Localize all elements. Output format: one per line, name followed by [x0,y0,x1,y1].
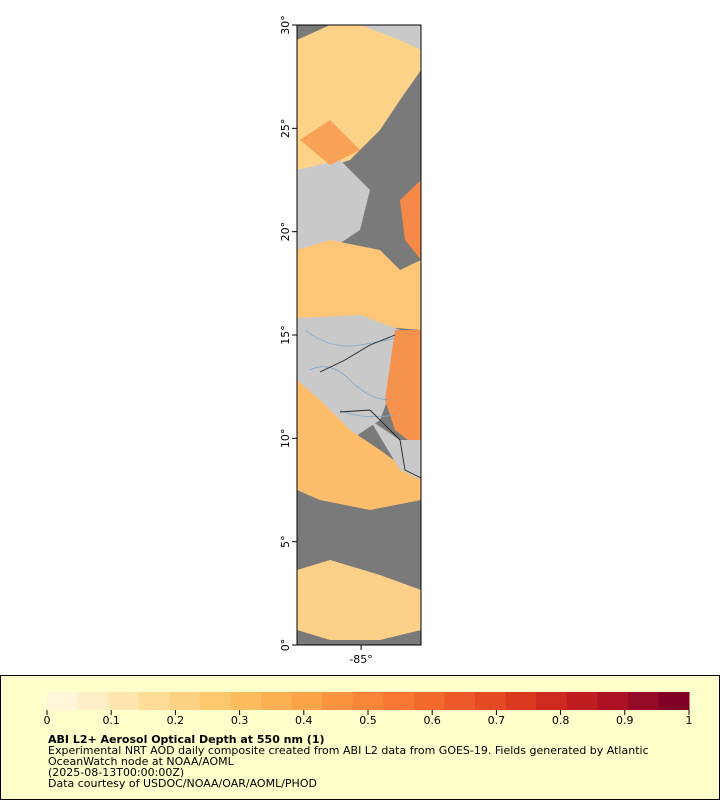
colorbar: 0 0.1 0.2 0.3 0.4 0.5 0.6 0.7 0.8 0.9 1 [44,692,693,727]
colorbar-tick-label: 0.6 [423,714,441,727]
legend-line: OceanWatch node at NOAA/AOML [48,755,235,768]
aerosol-area [385,330,421,450]
colorbar-tick-label: 0.1 [102,714,120,727]
colorbar-step [352,692,384,710]
lat-tick-label: 15° [279,325,292,345]
colorbar-step [199,692,231,710]
colorbar-step [627,692,659,710]
colorbar-step [566,692,598,710]
colorbar-tick-label: 0.5 [359,714,377,727]
colorbar-step [475,692,507,710]
lat-tick-label: 5° [279,535,292,548]
legend-line: Data courtesy of USDOC/NOAA/OAR/AOML/PHO… [48,777,317,790]
colorbar-step [261,692,293,710]
aerosol-area [297,240,421,330]
colorbar-step [169,692,201,710]
aerosol-area [400,180,421,260]
colorbar-tick-label: 0 [44,714,51,727]
colorbar-tick-label: 0.3 [231,714,249,727]
colorbar-step [444,692,476,710]
colorbar-tick-label: 0.9 [616,714,634,727]
map-axes: 0° 5° 10° 15° 20° 25° 30° -85° [279,15,373,666]
legend-line: Experimental NRT AOD daily composite cre… [48,744,649,757]
lat-tick-label: 30° [279,15,292,35]
colorbar-step [108,692,140,710]
colorbar-step [383,692,415,710]
colorbar-step [505,692,537,710]
colorbar-step [322,692,354,710]
colorbar-tick-label: 1 [686,714,693,727]
lat-tick-label: 0° [279,639,292,652]
land-area [297,160,370,250]
colorbar-step [413,692,445,710]
aerosol-area [300,120,360,165]
colorbar-tick-label: 0.8 [552,714,570,727]
aerosol-area [297,560,421,640]
colorbar-step [47,692,79,710]
map-panel [296,24,422,646]
legend-title: ABI L2+ Aerosol Optical Depth at 550 nm … [48,733,325,746]
lat-tick-label: 20° [279,222,292,242]
aerosol-area [297,380,421,510]
colorbar-tick-label: 0.2 [167,714,185,727]
colorbar-step [536,692,568,710]
lon-tick-label: -85° [349,653,372,666]
colorbar-step [138,692,170,710]
land-area [370,420,421,480]
legend-line: (2025-08-13T00:00:00Z) [48,766,184,779]
colorbar-step [77,692,109,710]
colorbar-step [658,692,690,710]
colorbar-tick-label: 0.7 [488,714,506,727]
colorbar-step [597,692,629,710]
colorbar-step [230,692,262,710]
lat-tick-label: 10° [279,429,292,449]
colorbar-step [291,692,323,710]
land-area [360,25,421,50]
lat-tick-label: 25° [279,119,292,139]
colorbar-tick-label: 0.4 [295,714,313,727]
border [319,334,422,479]
